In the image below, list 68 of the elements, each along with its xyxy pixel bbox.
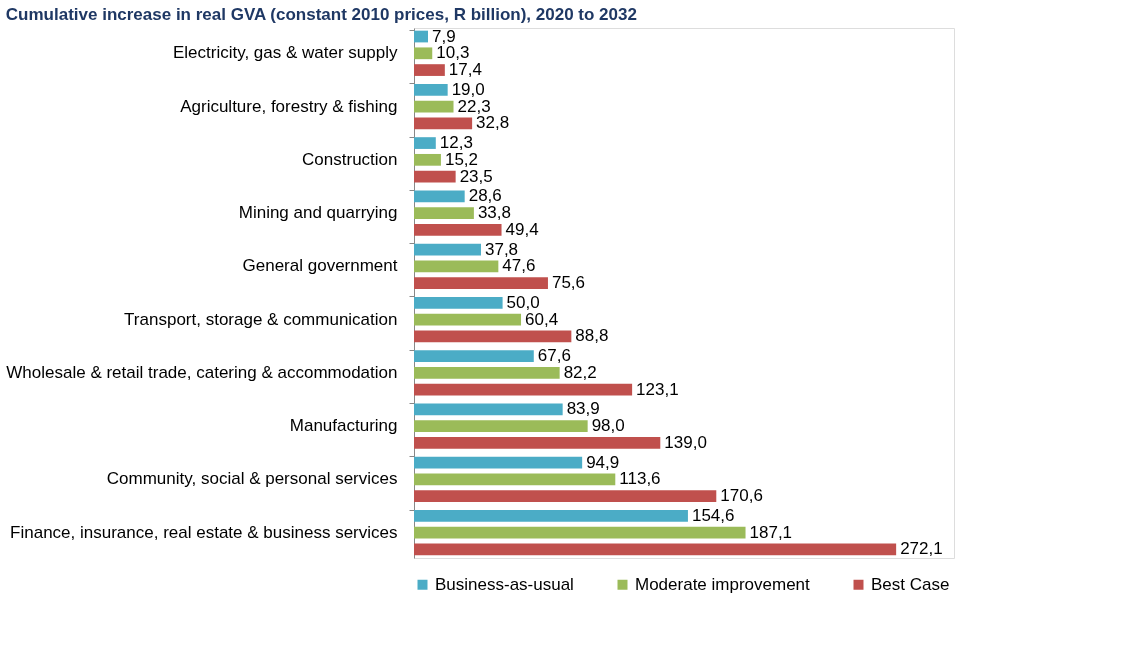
data-label: 28,6 bbox=[468, 186, 502, 206]
bar bbox=[414, 420, 588, 433]
bar bbox=[414, 473, 616, 486]
data-label: 272,1 bbox=[900, 539, 943, 559]
bar bbox=[414, 153, 441, 166]
y-tick-label: Transport, storage & communication bbox=[124, 309, 398, 329]
legend-label: Moderate improvement bbox=[635, 574, 811, 594]
bar bbox=[414, 83, 448, 96]
data-label: 123,1 bbox=[636, 379, 679, 399]
data-label: 7,9 bbox=[432, 26, 456, 46]
data-label: 23,5 bbox=[459, 166, 493, 186]
bar bbox=[414, 330, 572, 343]
y-tick-label: Community, social & personal services bbox=[106, 469, 398, 489]
data-label: 154,6 bbox=[691, 505, 735, 525]
y-tick-label: Agriculture, forestry & fishing bbox=[180, 96, 398, 116]
data-label: 22,3 bbox=[457, 96, 491, 116]
legend-label: Business-as-usual bbox=[435, 574, 574, 594]
data-label: 19,0 bbox=[451, 79, 485, 99]
bar bbox=[414, 456, 583, 469]
bar bbox=[414, 30, 428, 43]
data-label: 75,6 bbox=[551, 273, 586, 293]
y-tick-label: Mining and quarrying bbox=[238, 203, 398, 223]
bar bbox=[414, 277, 548, 290]
bar bbox=[414, 170, 456, 183]
data-label: 10,3 bbox=[436, 43, 470, 63]
bar bbox=[414, 543, 897, 556]
bar bbox=[414, 296, 503, 309]
legend-label: Best Case bbox=[871, 574, 950, 594]
bar bbox=[414, 47, 433, 60]
bar bbox=[414, 367, 560, 379]
bar bbox=[414, 350, 534, 362]
bar bbox=[414, 100, 454, 113]
bar bbox=[414, 490, 717, 503]
data-label: 170,6 bbox=[720, 486, 763, 506]
data-label: 187,1 bbox=[749, 522, 793, 542]
data-label: 88,8 bbox=[575, 326, 609, 346]
data-label: 32,8 bbox=[476, 113, 510, 133]
data-label: 50,0 bbox=[506, 292, 540, 312]
y-tick-label: General government bbox=[242, 256, 398, 276]
y-tick-label: Electricity, gas & water supply bbox=[172, 43, 398, 63]
bar bbox=[414, 117, 473, 130]
data-label: 94,9 bbox=[586, 452, 620, 472]
data-label: 47,6 bbox=[502, 256, 536, 276]
y-tick-label: Manufacturing bbox=[289, 416, 398, 436]
bar bbox=[414, 313, 522, 326]
bar bbox=[414, 64, 445, 76]
y-tick-label: Construction bbox=[302, 149, 398, 169]
bar bbox=[414, 437, 661, 449]
data-label: 83,9 bbox=[566, 399, 600, 419]
y-tick-label: Finance, insurance, real estate & business services bbox=[10, 522, 398, 542]
data-label: 98,0 bbox=[591, 416, 625, 436]
data-label: 139,0 bbox=[664, 432, 707, 452]
chart-title: Cumulative increase in real GVA (constant 2010 prices, R billion), 2020 to 2032 bbox=[5, 4, 637, 24]
data-label: 113,6 bbox=[619, 469, 661, 489]
data-label: 37,8 bbox=[484, 239, 519, 259]
bar bbox=[414, 526, 746, 539]
bar bbox=[414, 224, 502, 236]
bar bbox=[414, 403, 563, 416]
bar bbox=[414, 190, 465, 203]
data-label: 17,4 bbox=[448, 60, 482, 80]
bar bbox=[414, 207, 474, 219]
bar bbox=[414, 510, 688, 522]
y-tick-label: Wholesale & retail trade, catering & accommodation bbox=[6, 362, 398, 382]
bar bbox=[414, 383, 633, 396]
bar bbox=[414, 137, 436, 149]
data-label: 60,4 bbox=[525, 309, 559, 329]
bar bbox=[414, 260, 499, 273]
bar bbox=[414, 243, 481, 256]
